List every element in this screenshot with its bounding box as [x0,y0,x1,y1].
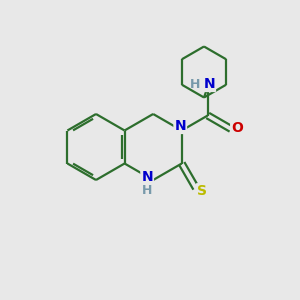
Text: N: N [141,170,153,184]
Text: H: H [190,77,200,91]
Text: S: S [197,184,207,198]
Text: H: H [142,184,152,197]
Text: N: N [203,77,215,91]
Text: N: N [174,119,186,133]
Text: O: O [231,121,243,134]
